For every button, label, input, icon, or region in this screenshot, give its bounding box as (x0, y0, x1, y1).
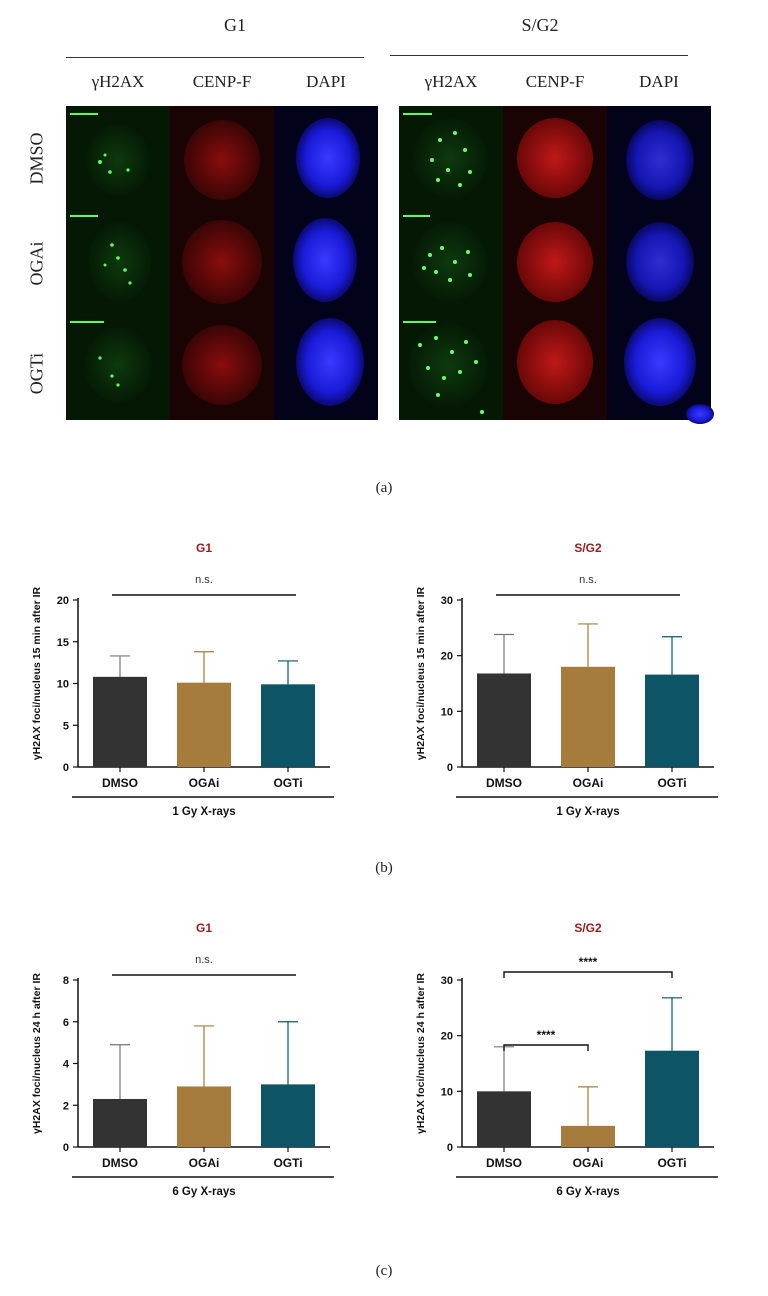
c-g1-ytick-label: 0 (63, 1142, 69, 1154)
c-sg2-sig-bracket (503, 1044, 589, 1051)
c-sg2-xtick-ogti: OGTi (657, 1156, 686, 1170)
c-g1-xtick-ogti: OGTi (273, 1156, 302, 1170)
c-sg2-sig-label: **** (537, 1028, 556, 1042)
c-sg2-ytick-label: 0 (447, 1142, 453, 1154)
g1-channel-h2ax-header: γH2AX (91, 72, 145, 91)
c-sg2-xtick-dmso: DMSO (486, 1156, 522, 1170)
b-sg2-ytick-label: 20 (441, 651, 453, 663)
g1-group-header: G1 (224, 15, 246, 35)
c-g1-ylabel: γH2AX foci/nucleus 24 h after IR (31, 973, 43, 1134)
c-sg2-xtick-ogai: OGAi (573, 1156, 604, 1170)
panel-b-caption: (b) (375, 860, 393, 876)
b-sg2-ylabel: γH2AX foci/nucleus 15 min after IR (415, 586, 427, 760)
c-g1-sig-label: n.s. (195, 954, 213, 966)
panel-a-caption: (a) (375, 480, 393, 496)
c-g1-bar-dmso (93, 1098, 147, 1147)
b-sg2-title: S/G2 (574, 541, 602, 555)
c-g1-xtick-ogai: OGAi (189, 1156, 220, 1170)
g1-group-rule (66, 57, 364, 58)
sg2-image-block (399, 106, 714, 424)
b-sg2-bar-ogti (645, 674, 699, 767)
b-g1-ytick-label: 20 (57, 595, 69, 607)
sg2-group-rule (390, 55, 688, 56)
b-sg2-ytick-label: 30 (441, 595, 453, 607)
c-sg2-bar-ogai (561, 1125, 615, 1147)
b-sg2-bar-ogai (561, 666, 615, 767)
b-sg2-sig-label: n.s. (579, 574, 597, 586)
b-g1-title: G1 (196, 541, 212, 555)
c-sg2-xlabel: 6 Gy X-rays (556, 1186, 619, 1198)
b-g1-xtick-ogai: OGAi (189, 776, 220, 790)
c-sg2-ytick-label: 20 (441, 1031, 453, 1043)
b-sg2-xtick-ogti: OGTi (657, 776, 686, 790)
b-g1-xtick-dmso: DMSO (102, 776, 138, 790)
b-sg2-xtick-ogai: OGAi (573, 776, 604, 790)
b-g1-sig-label: n.s. (195, 574, 213, 586)
c-sg2-ylabel: γH2AX foci/nucleus 24 h after IR (415, 973, 427, 1134)
c-sg2-sig-bracket (503, 971, 673, 978)
c-sg2-sig-label: **** (579, 955, 598, 969)
b-g1-ylabel: γH2AX foci/nucleus 15 min after IR (31, 586, 43, 760)
g1-channel-cenpf-header: CENP-F (192, 72, 252, 91)
c-g1-bar-ogti (261, 1084, 315, 1147)
sg2-channel-dapi-header: DAPI (639, 72, 679, 91)
b-sg2-xlabel: 1 Gy X-rays (556, 806, 619, 818)
c-g1-ytick-label: 2 (63, 1100, 69, 1112)
b-g1-ytick-label: 0 (63, 762, 69, 774)
c-sg2-ytick-label: 10 (441, 1086, 453, 1098)
c-g1-bar-ogai (177, 1086, 231, 1147)
sg2-group-header: S/G2 (521, 15, 559, 35)
b-sg2-xtick-dmso: DMSO (486, 776, 522, 790)
g1-image-block (66, 106, 378, 420)
b-sg2-ytick-label: 10 (441, 706, 453, 718)
c-g1-xtick-dmso: DMSO (102, 1156, 138, 1170)
c-g1-ytick-label: 8 (63, 975, 69, 987)
b-g1-ytick-label: 5 (63, 720, 69, 732)
b-g1-bar-ogai (177, 682, 231, 767)
c-g1-ytick-label: 4 (63, 1059, 70, 1071)
c-sg2-bar-ogti (645, 1050, 699, 1147)
chart-15min-sg2: S/G2 γH2AX foci/nucleus 15 min after IR 0 1… (415, 541, 718, 818)
panel-c-caption: (c) (375, 1263, 393, 1279)
chart-24h-sg2: S/G2 γH2AX foci/nucleus 24 h after IR 0 10 2… (415, 921, 718, 1198)
chart-15min-g1: G1 γH2AX foci/nucleus 15 min after IR 0 5 10… (31, 541, 334, 818)
sg2-channel-h2ax-header: γH2AX (424, 72, 478, 91)
b-g1-xlabel: 1 Gy X-rays (172, 806, 235, 818)
c-g1-xlabel: 6 Gy X-rays (172, 1186, 235, 1198)
b-g1-ytick-label: 10 (57, 679, 69, 691)
b-g1-ytick-label: 15 (57, 637, 69, 649)
c-sg2-title: S/G2 (574, 921, 602, 935)
b-sg2-bar-dmso (477, 673, 531, 767)
b-g1-bar-dmso (93, 676, 147, 767)
c-sg2-bar-dmso (477, 1091, 531, 1147)
c-sg2-ytick-label: 30 (441, 975, 453, 987)
c-g1-title: G1 (196, 921, 212, 935)
microscopy-grid (66, 106, 714, 424)
sg2-channel-cenpf-header: CENP-F (525, 72, 585, 91)
b-g1-bar-ogti (261, 684, 315, 767)
c-g1-ytick-label: 6 (63, 1017, 69, 1029)
g1-channel-dapi-header: DAPI (306, 72, 346, 91)
b-sg2-ytick-label: 0 (447, 762, 453, 774)
chart-24h-g1: G1 γH2AX foci/nucleus 24 h after IR 0 2 4 6 8 D… (31, 921, 334, 1198)
b-g1-xtick-ogti: OGTi (273, 776, 302, 790)
